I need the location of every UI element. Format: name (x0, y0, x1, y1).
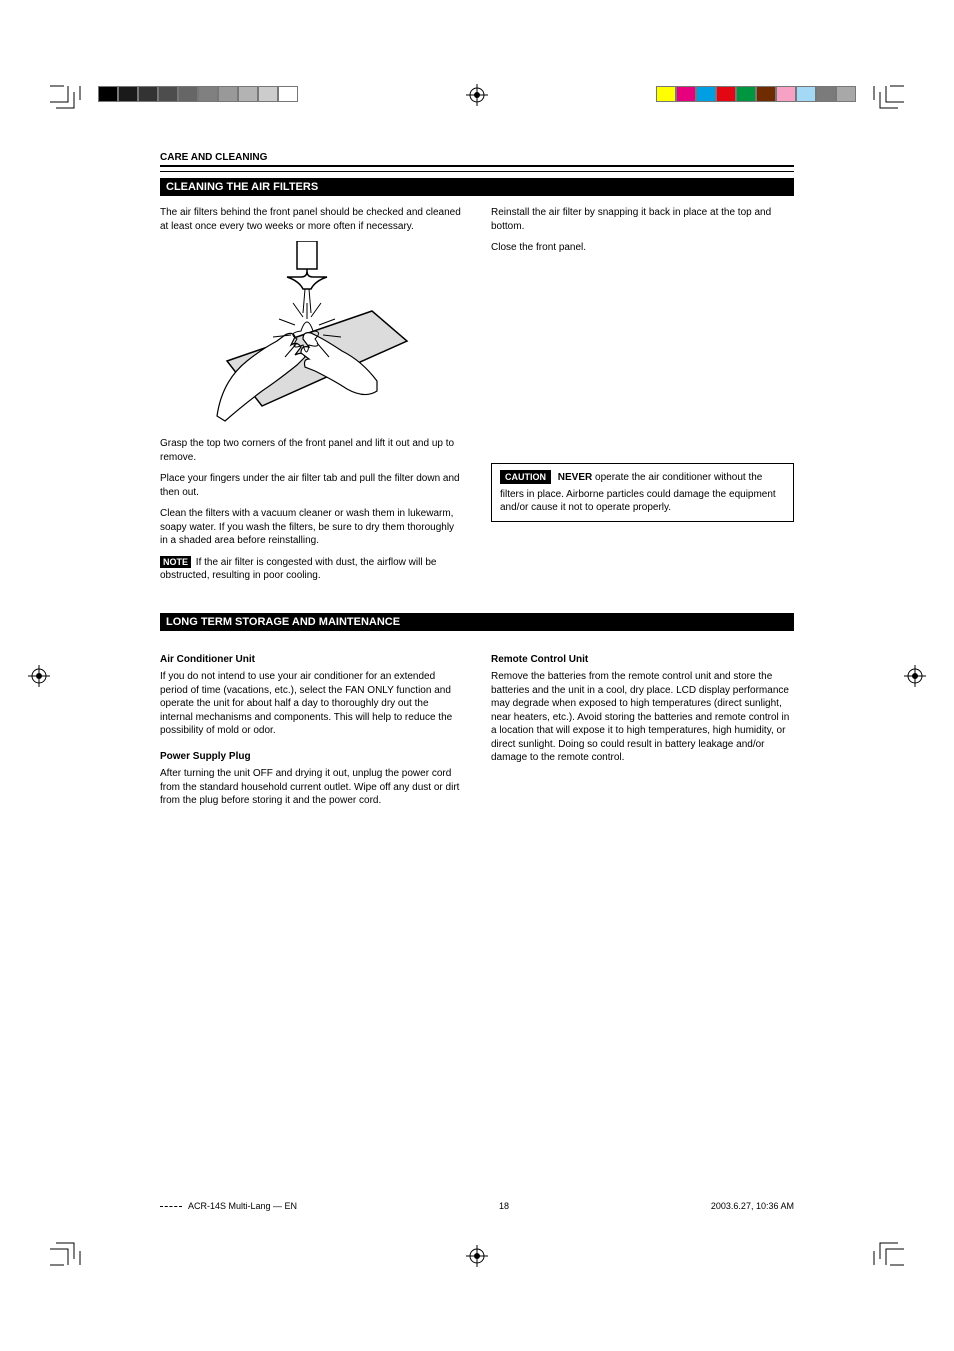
caution-box: CAUTION NEVER operate the air conditione… (491, 463, 794, 522)
footer-timestamp: 2003.6.27, 10:36 AM (711, 1201, 794, 1211)
footer-page-number: 18 (499, 1201, 509, 1211)
section-heading-2: LONG TERM STORAGE AND MAINTENANCE (160, 613, 794, 631)
breadcrumb-category: CARE AND CLEANING (160, 152, 794, 163)
crop-mark-bottom-left (42, 1233, 82, 1273)
content-area: CARE AND CLEANING CLEANING THE AIR FILTE… (160, 152, 794, 1211)
maint-col-right: Remote Control Unit Remove the batteries… (491, 641, 794, 816)
note-badge: NOTE (160, 556, 191, 568)
register-mark-top (466, 84, 488, 106)
cleaning-step-3: Clean the filters with a vacuum cleaner … (160, 507, 463, 548)
cleaning-step-2: Place your fingers under the air filter … (160, 472, 463, 499)
caution-lead: NEVER (558, 472, 592, 483)
register-mark-right (904, 665, 926, 687)
cleaning-columns: The air filters behind the front panel s… (160, 206, 794, 591)
page-root: CARE AND CLEANING CLEANING THE AIR FILTE… (0, 0, 954, 1351)
footer-doc-id: ACR-14S Multi-Lang — EN (188, 1201, 297, 1211)
crop-mark-top-right (872, 78, 912, 118)
cleaning-col-left: The air filters behind the front panel s… (160, 206, 463, 591)
register-mark-left (28, 665, 50, 687)
wash-filter-illustration (207, 241, 417, 431)
cleaning-step-1: Grasp the top two corners of the front p… (160, 437, 463, 464)
crop-mark-bottom-right (872, 1233, 912, 1273)
cleaning-step-4: Reinstall the air filter by snapping it … (491, 206, 794, 233)
cleaning-note-text: If the air filter is congested with dust… (160, 557, 436, 582)
cleaning-step-5: Close the front panel. (491, 241, 794, 255)
maint-para-2: After turning the unit OFF and drying it… (160, 767, 463, 808)
grayscale-swatch-bar (98, 86, 298, 102)
color-swatch-bar (656, 86, 856, 102)
section-heading-1: CLEANING THE AIR FILTERS (160, 178, 794, 196)
maint-sub-1: Air Conditioner Unit (160, 653, 463, 667)
footer-dash-icon (160, 1206, 182, 1207)
double-rule (160, 165, 794, 169)
cleaning-col-right: Reinstall the air filter by snapping it … (491, 206, 794, 591)
maint-sub-3: Remote Control Unit (491, 653, 794, 667)
caution-label: CAUTION (500, 470, 551, 484)
maint-sub-2: Power Supply Plug (160, 750, 463, 764)
register-mark-bottom (466, 1245, 488, 1267)
crop-mark-top-left (42, 78, 82, 118)
maint-col-left: Air Conditioner Unit If you do not inten… (160, 641, 463, 816)
maint-para-3: Remove the batteries from the remote con… (491, 670, 794, 765)
page-footer: ACR-14S Multi-Lang — EN 18 2003.6.27, 10… (160, 1201, 794, 1211)
maint-para-1: If you do not intend to use your air con… (160, 670, 463, 738)
cleaning-intro: The air filters behind the front panel s… (160, 206, 463, 233)
maintenance-columns: Air Conditioner Unit If you do not inten… (160, 641, 794, 816)
